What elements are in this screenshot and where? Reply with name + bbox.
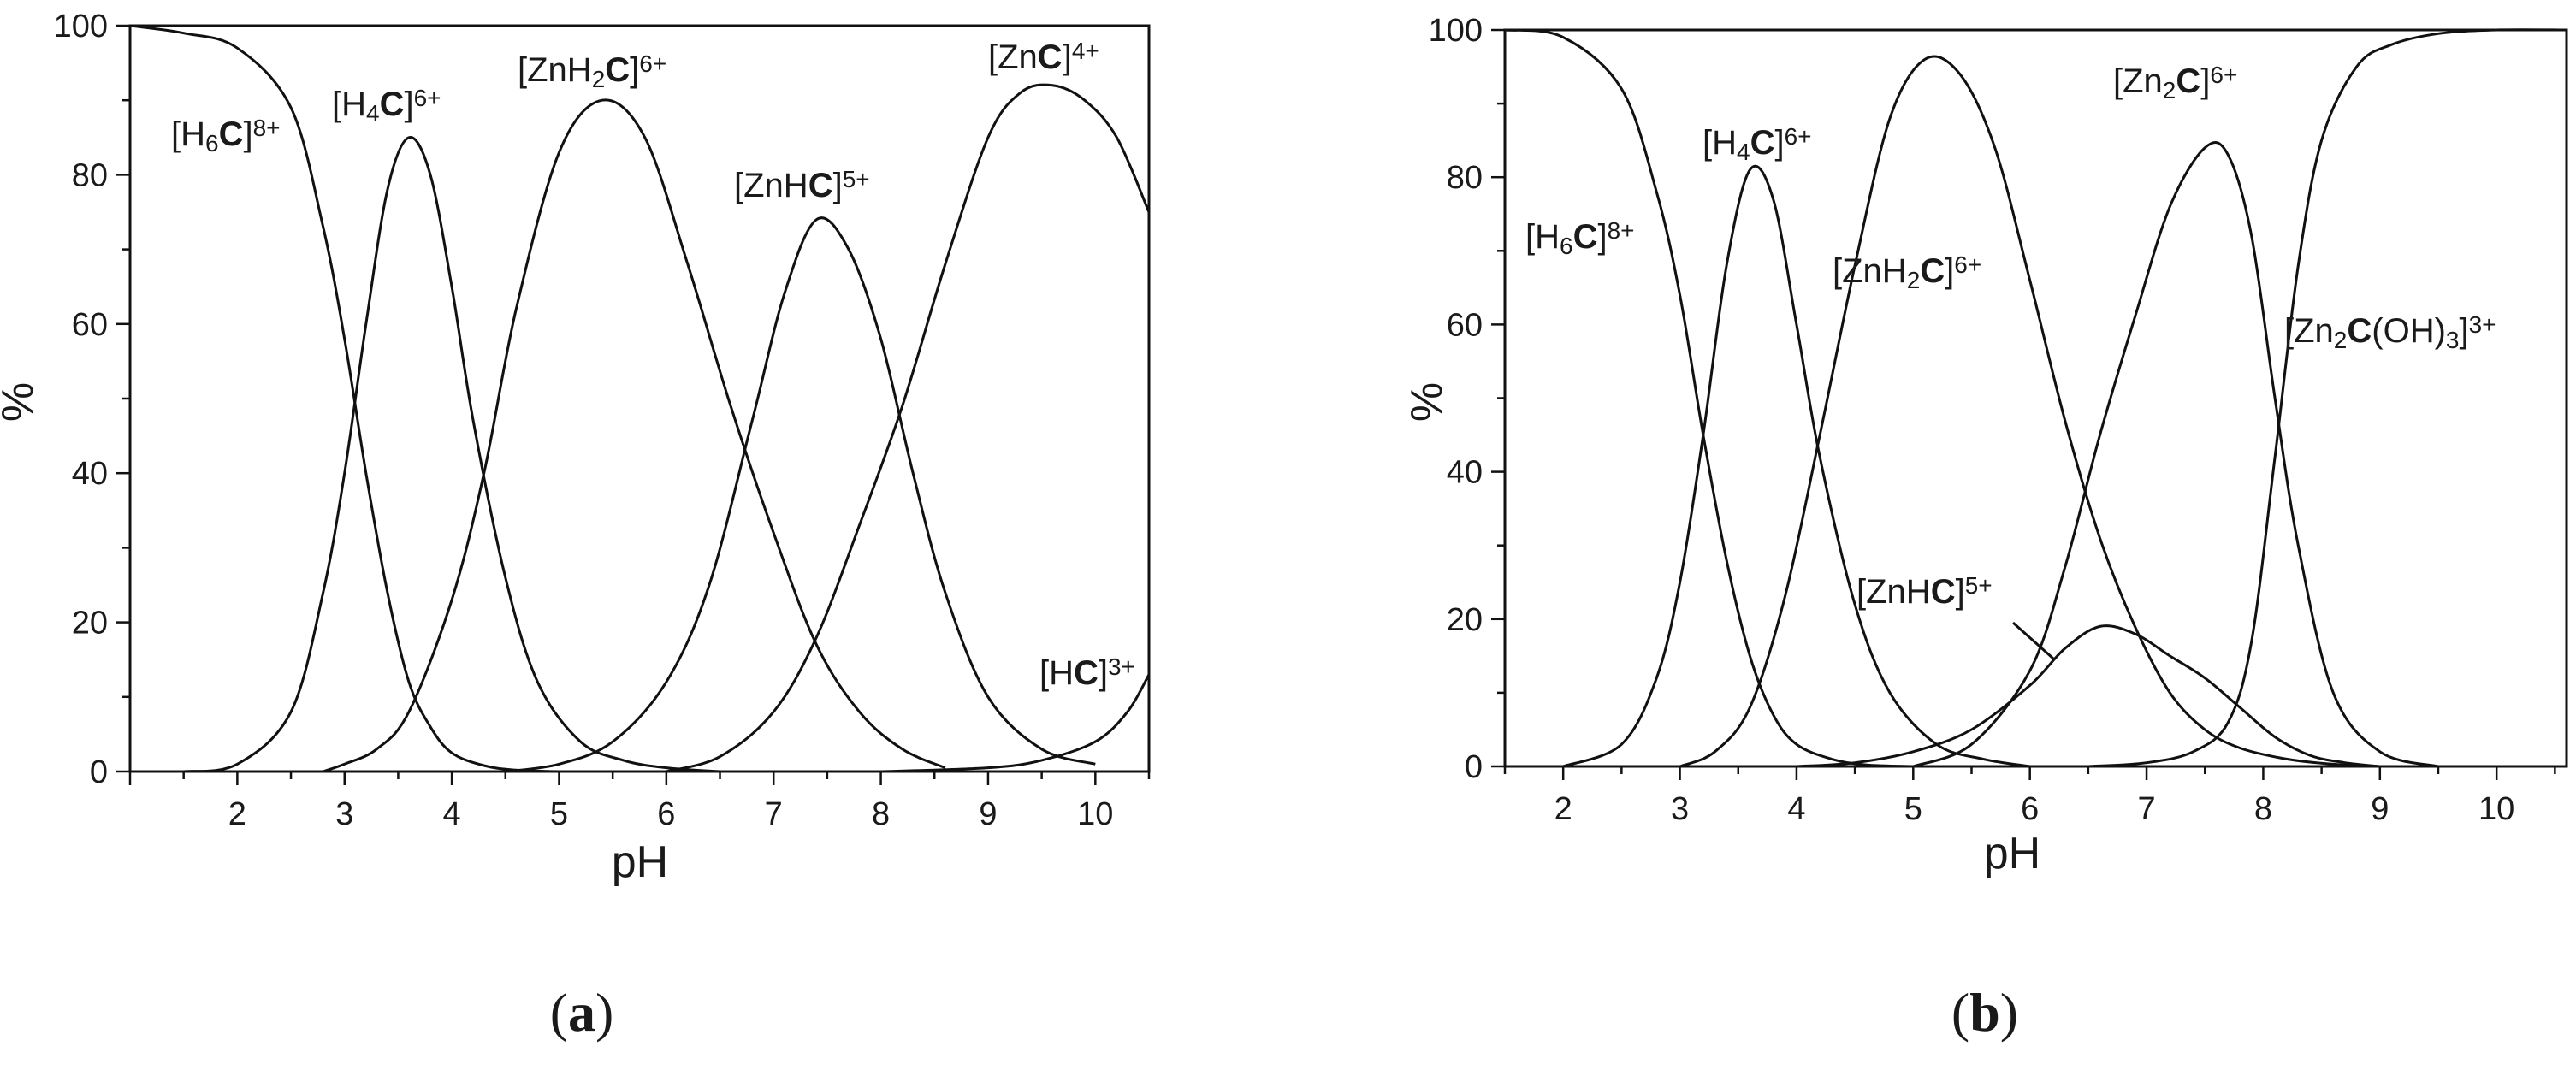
x-tick-label: 10 <box>1077 796 1113 832</box>
series-line-znh2c-6 <box>323 98 946 771</box>
series-line-znh2c-6 <box>1679 55 2380 766</box>
x-tick-label: 7 <box>2137 791 2155 827</box>
series-label-znhc-5: [ZnHC]5+ <box>734 166 870 204</box>
x-tick-label: 4 <box>1787 791 1805 827</box>
x-tick-label: 3 <box>335 796 353 832</box>
series-label-zn2c-6: [Zn2C]6+ <box>2113 62 2237 103</box>
y-tick-label: 40 <box>1447 455 1483 491</box>
series-line-hc-3 <box>880 673 1149 771</box>
y-tick-label: 20 <box>72 606 108 641</box>
x-tick-label: 8 <box>872 796 890 832</box>
y-tick-label: 80 <box>72 157 108 193</box>
series-label-h4c-6: [H4C]6+ <box>332 85 441 127</box>
chart-panel-b: 2 3 4 5 6 7 8 9 10020406080100%pH[H6C]8+[H4C]6+[… <box>1402 13 2568 878</box>
y-axis-title: % <box>1402 382 1452 422</box>
x-tick-label: 5 <box>1904 791 1922 827</box>
x-tick-label: 5 <box>550 796 568 832</box>
y-tick-label: 0 <box>1465 749 1483 785</box>
series-label-znc-4: [ZnC]4+ <box>988 38 1099 76</box>
x-tick-label: 6 <box>2021 791 2039 827</box>
plot-frame <box>128 24 1151 773</box>
series-line-zn2c-oh-3-3 <box>2087 28 2567 766</box>
y-tick-label: 40 <box>72 456 108 492</box>
y-tick-label: 60 <box>72 307 108 343</box>
panel-label-a: (a) <box>550 982 614 1043</box>
series-label-znh2c-6: [ZnH2C]6+ <box>518 50 666 92</box>
x-tick-label: 4 <box>443 796 461 832</box>
series-label-hc-3: [HC]3+ <box>1039 653 1135 692</box>
x-tick-label: 2 <box>228 796 246 832</box>
chart-panel-a: 2345678910020406080100%pH[H6C]8+[H4C]6+[… <box>0 9 1151 887</box>
series-line-znhc-5 <box>505 216 1096 771</box>
series-line-h6c-8 <box>130 24 613 771</box>
series-line-h4c-6 <box>1562 164 2030 766</box>
series-label-h6c-8: [H6C]8+ <box>171 115 281 157</box>
series-label-zn2c-oh-3-3: [Zn2C(OH)3]3+ <box>2284 311 2496 353</box>
x-tick-label: 10 <box>2478 791 2514 827</box>
series-line-h6c-8 <box>1505 28 1914 766</box>
x-axis-title: pH <box>612 837 668 887</box>
series-line-znhc-5 <box>1796 624 2380 766</box>
series-label-h4c-6: [H4C]6+ <box>1703 123 1812 165</box>
y-tick-label: 100 <box>1429 13 1483 49</box>
label-leader-line <box>2012 621 2054 660</box>
y-tick-label: 20 <box>1447 602 1483 638</box>
x-axis-title: pH <box>1984 829 2040 878</box>
x-tick-label: 3 <box>1671 791 1689 827</box>
y-axis-title: % <box>0 382 43 422</box>
y-tick-label: 100 <box>54 9 108 44</box>
x-tick-label: 7 <box>765 796 783 832</box>
series-line-zn2c-6 <box>1912 141 2439 766</box>
y-tick-label: 0 <box>90 754 108 790</box>
series-label-znhc-5: [ZnHC]5+ <box>1856 572 1993 611</box>
y-tick-label: 60 <box>1447 307 1483 343</box>
series-line-h4c-6 <box>183 136 720 771</box>
series-group <box>130 24 1149 771</box>
x-tick-label: 9 <box>2371 791 2389 827</box>
series-group <box>1505 28 2567 766</box>
series-line-znc-4 <box>666 83 1149 771</box>
x-tick-label: 8 <box>2254 791 2272 827</box>
y-tick-label: 80 <box>1447 160 1483 196</box>
series-label-h6c-8: [H6C]8+ <box>1525 217 1635 259</box>
x-tick-label: 2 <box>1554 791 1572 827</box>
x-tick-label: 9 <box>979 796 997 832</box>
panel-label-b: (b) <box>1951 982 2018 1043</box>
x-tick-label: 6 <box>657 796 675 832</box>
series-label-znh2c-6: [ZnH2C]6+ <box>1833 251 1981 293</box>
